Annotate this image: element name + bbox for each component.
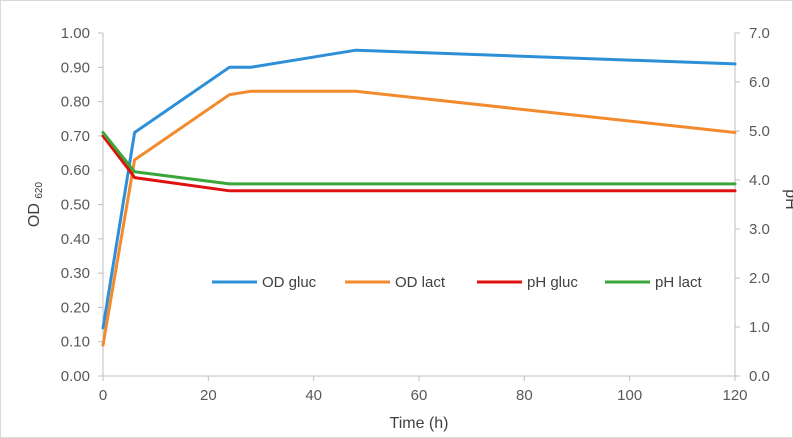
x-tick-label: 40: [305, 387, 322, 404]
legend-label: OD lact: [395, 274, 446, 291]
x-tick-label: 100: [617, 387, 642, 404]
y-tick-label: 0.30: [61, 265, 90, 282]
legend-label: pH lact: [655, 274, 703, 291]
y-tick-label: 0.00: [61, 368, 90, 385]
y-tick-label: 1.00: [61, 25, 90, 42]
legend: OD gluc OD lact pH gluc pH lact: [212, 274, 703, 291]
axes: 0 20 40 60 80 100 120 0.00 0.10 0.20 0.30 0.40 0.50 0…: [61, 25, 770, 404]
y-tick-label: 0.50: [61, 197, 90, 214]
y2-tick-label: 4.0: [749, 172, 770, 189]
y2-tick-label: 5.0: [749, 123, 770, 140]
y2-tick-label: 3.0: [749, 221, 770, 238]
y-tick-label: 0.60: [61, 162, 90, 179]
x-tick-label: 120: [722, 387, 747, 404]
y-tick-label: 0.70: [61, 128, 90, 145]
y-tick-label: 0.80: [61, 94, 90, 111]
x-axis-title: Time (h): [390, 415, 449, 432]
y-axis-title-subscript: 620: [34, 181, 45, 198]
y2-tick-label: 6.0: [749, 74, 770, 91]
x-tick-label: 80: [516, 387, 533, 404]
x-tick-label: 20: [200, 387, 217, 404]
series-line-ph-lact: [103, 133, 735, 184]
y-tick-label: 0.90: [61, 59, 90, 76]
x-tick-label: 60: [411, 387, 428, 404]
legend-label: pH gluc: [527, 274, 578, 291]
y-tick-label: 0.40: [61, 231, 90, 248]
y2-axis-title: pH: [782, 189, 793, 209]
y-tick-label: 0.10: [61, 334, 90, 351]
x-tick-label: 0: [99, 387, 107, 404]
plot-area: [103, 50, 735, 345]
y2-tick-label: 1.0: [749, 319, 770, 336]
y2-tick-label: 7.0: [749, 25, 770, 42]
y2-tick-label: 0.0: [749, 368, 770, 385]
y-tick-label: 0.20: [61, 299, 90, 316]
legend-label: OD gluc: [262, 274, 317, 291]
y2-tick-label: 2.0: [749, 270, 770, 287]
series-line-od-lact: [103, 91, 735, 345]
y-axis-title: OD 620: [26, 181, 45, 227]
